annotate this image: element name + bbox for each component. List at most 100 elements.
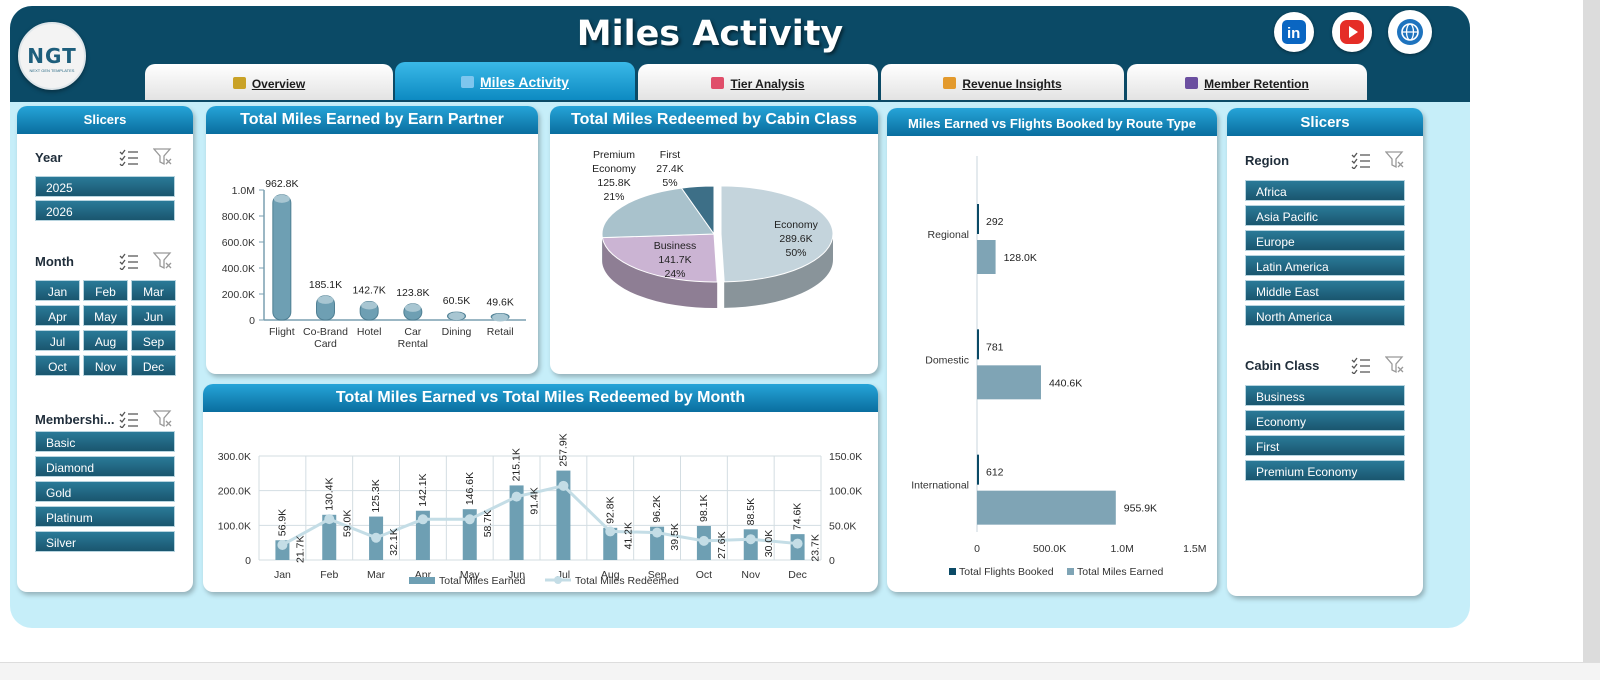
- x-tick-label: Co-Brand: [303, 326, 348, 338]
- bar-cap: [492, 313, 509, 322]
- x-tick-label: Jun: [508, 569, 525, 581]
- website-button[interactable]: [1388, 10, 1432, 54]
- slicer-month-nov[interactable]: Nov: [83, 355, 128, 376]
- bar: [272, 194, 292, 321]
- pie-label: 141.7K: [658, 254, 691, 266]
- clipboard-icon: [711, 77, 725, 89]
- multi-select-icon[interactable]: [119, 410, 139, 429]
- legend-swatch: [1067, 568, 1074, 575]
- data-label: 39.5K: [669, 523, 681, 550]
- slicer-region-north-america[interactable]: North America: [1245, 305, 1405, 326]
- data-label: 146.6K: [464, 472, 476, 505]
- bar: [322, 514, 337, 560]
- pie-label: Business: [654, 240, 697, 252]
- multi-select-icon[interactable]: [1351, 356, 1371, 375]
- earn-partner-panel: Total Miles Earned by Earn Partner 0 200.…: [206, 106, 538, 374]
- data-label: 56.9K: [276, 509, 288, 536]
- data-label: 27.6K: [716, 531, 728, 558]
- slicer-month-apr[interactable]: Apr: [35, 305, 80, 326]
- clear-filter-icon[interactable]: [1384, 151, 1405, 169]
- multi-select-icon[interactable]: [1351, 151, 1371, 170]
- slicer-month-mar[interactable]: Mar: [131, 280, 176, 301]
- line-point: [745, 534, 756, 545]
- legend-label: Total Miles Earned: [1077, 566, 1164, 578]
- region-slicer-label: Region: [1245, 153, 1290, 168]
- dashboard-board: NGT NEXT GEN TEMPLATES Miles Activity in: [10, 6, 1470, 628]
- route-chart: 0 500.0K 1.0M 1.5M Regional 292 128.0K Domestic…: [911, 156, 1206, 578]
- pie-slice-side: [724, 233, 833, 308]
- tab-member-retention[interactable]: Member Retention: [1127, 64, 1367, 100]
- slicer-year-2025[interactable]: 2025: [35, 176, 175, 197]
- slicer-month-sep[interactable]: Sep: [131, 330, 176, 351]
- people-icon: [1185, 77, 1199, 89]
- logo-text: NGT: [27, 44, 77, 68]
- bar-cap: [448, 312, 465, 321]
- slicer-membership-platinum[interactable]: Platinum: [35, 506, 175, 527]
- slicer-cabin-business[interactable]: Business: [1245, 385, 1405, 406]
- slicer-region-latin-america[interactable]: Latin America: [1245, 255, 1405, 276]
- slicer-membership-gold[interactable]: Gold: [35, 481, 175, 502]
- slicer-year-2026[interactable]: 2026: [35, 200, 175, 221]
- pie-label: Economy: [592, 163, 637, 175]
- cabin-class-panel: Total Miles Redeemed by Cabin Class Econ…: [550, 106, 878, 374]
- tab-revenue-insights[interactable]: Revenue Insights: [881, 64, 1124, 100]
- clear-filter-icon[interactable]: [152, 252, 173, 270]
- pie-label: 289.6K: [779, 233, 812, 245]
- multi-select-icon[interactable]: [119, 252, 139, 271]
- tab-miles-activity[interactable]: Miles Activity: [395, 62, 635, 100]
- clear-filter-icon[interactable]: [152, 148, 173, 166]
- tab-label: Member Retention: [1204, 77, 1309, 91]
- slicer-month-jun[interactable]: Jun: [131, 305, 176, 326]
- bar: [556, 470, 571, 560]
- page-title: Miles Activity: [576, 14, 844, 54]
- slicer-month-feb[interactable]: Feb: [83, 280, 128, 301]
- line-point: [324, 514, 335, 525]
- window-margin: [1583, 0, 1600, 680]
- slicer-membership-diamond[interactable]: Diamond: [35, 456, 175, 477]
- x-tick-label: Feb: [320, 569, 338, 581]
- legend-label: Total Flights Booked: [959, 566, 1054, 578]
- series-line: [281, 484, 798, 547]
- slicer-month-may[interactable]: May: [83, 305, 128, 326]
- tab-overview[interactable]: Overview: [145, 64, 393, 100]
- clear-filter-icon[interactable]: [152, 410, 173, 428]
- slicer-month-aug[interactable]: Aug: [83, 330, 128, 351]
- logo-subtext: NEXT GEN TEMPLATES: [29, 68, 75, 73]
- x-tick-label: 500.0K: [1033, 543, 1066, 555]
- slicer-month-jul[interactable]: Jul: [35, 330, 80, 351]
- line-point: [277, 539, 288, 550]
- slicer-month-jan[interactable]: Jan: [35, 280, 80, 301]
- slicer-month-dec[interactable]: Dec: [131, 355, 176, 376]
- clear-filter-icon[interactable]: [1384, 356, 1405, 374]
- slicer-region-africa[interactable]: Africa: [1245, 180, 1405, 201]
- y-tick-label: 1.0M: [232, 185, 255, 197]
- linkedin-button[interactable]: in: [1274, 12, 1314, 52]
- slicer-cabin-economy[interactable]: Economy: [1245, 410, 1405, 431]
- x-tick-label: 0: [974, 543, 980, 555]
- x-tick-label: Hotel: [357, 326, 382, 338]
- slicer-membership-basic[interactable]: Basic: [35, 431, 175, 452]
- pie-slice: [720, 185, 834, 283]
- y-right-tick-label: 150.0K: [829, 451, 862, 463]
- header-bar: NGT NEXT GEN TEMPLATES Miles Activity in: [10, 6, 1470, 102]
- slicer-region-europe[interactable]: Europe: [1245, 230, 1405, 251]
- slicer-cabin-premium-economy[interactable]: Premium Economy: [1245, 460, 1405, 481]
- line-point: [698, 535, 709, 546]
- slicer-region-asia-pacific[interactable]: Asia Pacific: [1245, 205, 1405, 226]
- data-label: 91.4K: [529, 487, 541, 514]
- slicer-month-oct[interactable]: Oct: [35, 355, 80, 376]
- pie-label: 5%: [662, 177, 677, 189]
- slicer-membership-silver[interactable]: Silver: [35, 531, 175, 552]
- tab-tier-analysis[interactable]: Tier Analysis: [638, 64, 878, 100]
- slicer-region-middle-east[interactable]: Middle East: [1245, 280, 1405, 301]
- bar-cap: [317, 295, 334, 304]
- bar-cap: [404, 303, 421, 312]
- multi-select-icon[interactable]: [119, 148, 139, 167]
- slicer-cabin-first[interactable]: First: [1245, 435, 1405, 456]
- tab-label: Overview: [251, 77, 306, 91]
- youtube-button[interactable]: [1332, 12, 1372, 52]
- data-label: 60.5K: [443, 295, 470, 307]
- data-label: 58.7K: [482, 510, 494, 537]
- y-tick-label: Regional: [928, 229, 969, 241]
- y-right-tick-label: 100.0K: [829, 486, 862, 498]
